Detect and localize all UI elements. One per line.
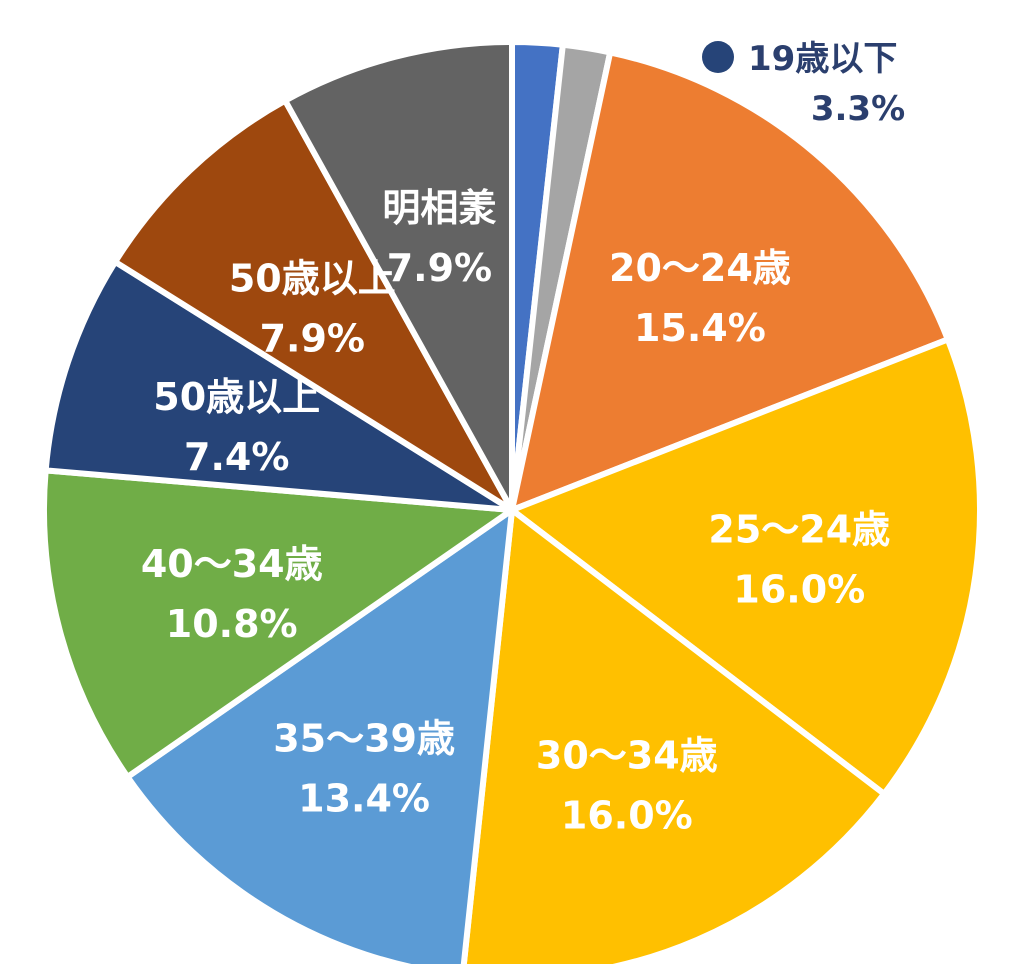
pie-slice — [124, 507, 515, 964]
slice-category-label: 40～34歳 — [141, 542, 323, 586]
pie-slice — [42, 258, 515, 513]
slice-percent-label: 16.0% — [561, 794, 693, 838]
slice-percent-label: 7.4% — [184, 435, 289, 479]
slice-percent-label: 10.8% — [166, 602, 298, 646]
slice-category-label: 35～39歳 — [273, 717, 455, 761]
slice-category-label: 20～24歳 — [609, 246, 791, 290]
pie-slice — [112, 97, 515, 513]
slice-percent-label: 7.9% — [387, 246, 492, 290]
slice-percent-label: 7.9% — [260, 317, 365, 361]
slice-labels: 20～24歳 15.4% 25～24歳 16.0% 30～34歳 16.0% 35～39歳 1… — [141, 186, 890, 837]
pie-slice — [509, 49, 951, 513]
pie-slice — [460, 507, 888, 964]
legend-marker — [702, 41, 734, 73]
slice-percent-label: 15.4% — [634, 306, 766, 350]
slice-category-label: 明相羕 — [382, 186, 496, 230]
slice-category-label: 50歳以上 — [153, 375, 320, 419]
slice-category-label: 30～34歳 — [536, 734, 718, 778]
slice-percent-label: 16.0% — [733, 567, 865, 611]
slice-percent-label: 13.4% — [298, 777, 430, 821]
legend: 19歳以下 3.3% — [702, 39, 905, 129]
pie-slice — [509, 336, 983, 797]
pie-slice — [282, 39, 515, 513]
pie-slice — [41, 467, 515, 780]
slice-category-label: 25～24歳 — [708, 507, 890, 551]
legend-label: 19歳以下 — [748, 39, 897, 79]
pie-slices — [41, 39, 983, 964]
legend-value: 3.3% — [811, 89, 905, 129]
slice-category-label: 50歳以上 — [229, 257, 396, 301]
